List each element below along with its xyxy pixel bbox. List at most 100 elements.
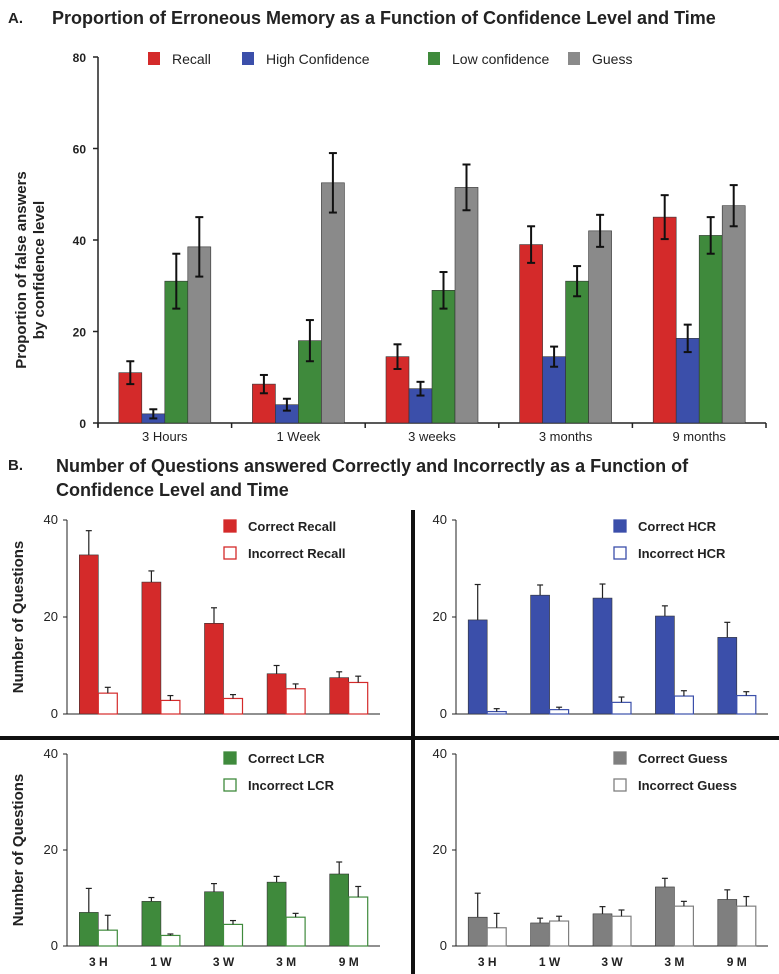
bar-correct-lcr [266,881,287,947]
y-tick-label: 0 [440,938,447,953]
legend-label: Correct LCR [248,751,325,766]
legend-item-high-confidence: High Confidence [242,51,370,67]
bar-incorrect-guess [673,905,695,947]
bar-correct-hcr [467,619,488,715]
legend-swatch [613,519,627,533]
legend-item-incorrect-recall: Incorrect Recall [223,546,346,561]
y-tick-label: 0 [51,706,58,721]
bar-incorrect-lcr [348,896,369,947]
bar-incorrect-recall [285,688,306,715]
chart-b-recall: 0 20 40 Number of Questions Correct Recall In… [10,512,380,721]
bar-low-confidence [698,235,723,424]
y-axis-label-line: Proportion of false answers [13,171,30,369]
legend-item-correct-recall: Correct Recall [223,519,336,534]
bar-correct-hcr [592,597,613,715]
bar-incorrect-hcr [736,694,757,715]
legend-swatch [148,52,160,65]
panel-b-title-line2: Confidence Level and Time [56,480,289,500]
x-tick-label: 9 M [339,955,359,969]
x-tick-label: 9 M [727,955,747,969]
x-tick-label: 3 M [664,955,684,969]
bar-correct-hcr [530,594,550,715]
bar-incorrect-guess [736,905,757,947]
legend-item-correct-lcr: Correct LCR [223,751,325,766]
y-tick-label: 40 [44,746,58,761]
y-axis-label: Number of Questions [10,541,27,694]
legend-label: Incorrect Guess [638,778,737,793]
chart-a: 0 20 40 60 80 Proportion of false answersby c… [13,51,767,444]
bar-low-confidence [431,290,456,424]
bar-recall [652,216,677,424]
legend-item-correct-hcr: Correct HCR [613,519,717,534]
bar-correct-recall [141,581,162,715]
legend-swatch [223,519,237,533]
x-tick-label: 3 months [539,429,593,444]
y-tick-label: 0 [440,706,447,721]
bar-incorrect-recall [348,681,369,715]
y-tick-label: 40 [433,512,447,527]
bar-correct-hcr [655,615,675,715]
bar-incorrect-guess [486,927,507,947]
y-tick-label: 40 [73,234,87,248]
bar-guess [321,182,345,424]
legend-label: Guess [592,51,632,67]
chart-b-guess: 0 20 40 3 H 1 W 3 W 3 M 9 M Correct Guess Incorre… [433,746,768,969]
y-tick-label: 20 [433,609,447,624]
legend-label: Correct Recall [248,519,336,534]
legend-label: Correct HCR [638,519,717,534]
x-tick-label: 3 H [89,955,108,969]
y-tick-label: 20 [44,609,58,624]
y-tick-label: 0 [79,417,86,431]
x-tick-label: 3 H [478,955,497,969]
bar-incorrect-recall [222,697,244,715]
legend-label: Low confidence [452,51,550,67]
bar-low-confidence [565,280,589,424]
legend-label: Incorrect LCR [248,778,335,793]
bar-incorrect-hcr [548,709,570,715]
y-tick-label: 0 [51,938,58,953]
bar-correct-guess [530,922,550,947]
y-tick-label: 20 [73,326,87,340]
bar-correct-recall [266,673,287,715]
legend-swatch [613,778,627,792]
x-tick-label: 1 W [150,955,172,969]
legend-swatch [223,778,237,792]
x-tick-label: 3 W [601,955,623,969]
y-tick-label: 40 [44,512,58,527]
panel-b-title-line1: Number of Questions answered Correctly a… [56,456,689,476]
legend-item-guess: Guess [568,51,632,67]
x-tick-label: 3 W [213,955,235,969]
legend-swatch [613,751,627,765]
legend-swatch [242,52,254,65]
x-tick-label: 3 Hours [142,429,188,444]
panel-a-letter: A. [8,10,23,27]
legend-item-recall: Recall [148,51,211,67]
y-tick-label: 20 [44,842,58,857]
bar-incorrect-lcr [160,934,181,947]
chart-b-hcr: 0 20 40 Correct HCR Incorrect HCR [433,512,768,721]
bar-incorrect-lcr [285,916,306,947]
bar-correct-recall [329,677,350,715]
bar-correct-guess [592,913,613,947]
bar-guess [454,187,479,424]
y-tick-label: 20 [433,842,447,857]
y-axis-label-line: by confidence level [31,201,48,339]
bar-correct-guess [717,899,738,947]
legend-label: Incorrect Recall [248,546,346,561]
legend-label: High Confidence [266,51,370,67]
bar-correct-guess [467,916,488,947]
panel-a-title: Proportion of Erroneous Memory as a Func… [52,8,716,28]
bar-incorrect-recall [160,699,181,715]
x-tick-label: 3 weeks [408,429,456,444]
y-tick-label: 60 [73,143,87,157]
bar-incorrect-hcr [611,701,632,715]
legend-item-incorrect-hcr: Incorrect HCR [613,546,726,561]
x-tick-label: 3 M [276,955,296,969]
legend-label: Incorrect HCR [638,546,726,561]
legend-item-incorrect-guess: Incorrect Guess [613,778,737,793]
bar-guess [588,230,612,424]
bar-incorrect-lcr [97,929,118,947]
bar-correct-lcr [141,901,162,947]
bar-correct-hcr [717,637,738,715]
